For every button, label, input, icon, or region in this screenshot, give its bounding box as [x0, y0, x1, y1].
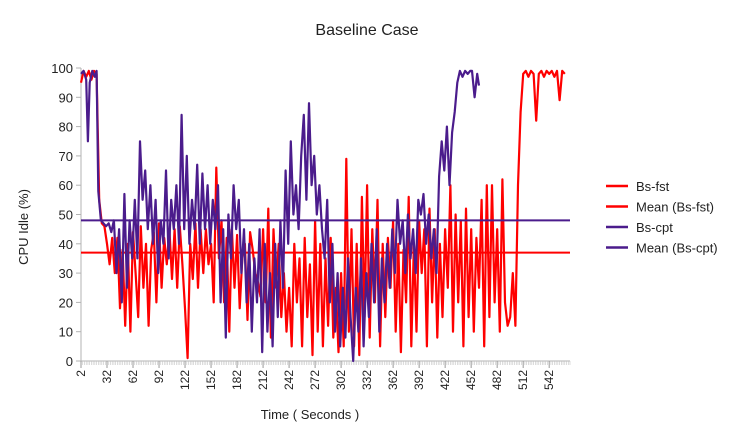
y-tick-label: 60 [59, 178, 73, 193]
x-tick-label: 362 [386, 370, 400, 390]
chart-title: Baseline Case [315, 22, 418, 39]
legend: Bs-fst Mean (Bs-fst) Bs-cpt Mean (Bs-cpt) [606, 179, 718, 256]
x-tick-label: 122 [178, 370, 192, 390]
legend-label: Mean (Bs-cpt) [636, 241, 718, 256]
y-tick-label: 90 [59, 90, 73, 105]
plot-area: 0 10 20 30 40 50 60 70 80 90 100 2 32 62 92 122 152 182 21… [51, 61, 571, 390]
legend-label: Bs-fst [636, 179, 670, 194]
y-tick-label: 20 [59, 295, 73, 310]
x-tick-label: 392 [412, 370, 426, 390]
x-tick-label: 242 [282, 370, 296, 390]
x-axis-label: Time ( Seconds ) [261, 407, 360, 422]
x-tick-label: 272 [308, 370, 322, 390]
y-tick-label: 70 [59, 149, 73, 164]
x-tick-label: 2 [74, 370, 88, 377]
legend-label: Bs-cpt [636, 220, 673, 235]
x-tick-label: 542 [542, 370, 556, 390]
x-tick-label: 422 [438, 370, 452, 390]
x-tick-label: 182 [230, 370, 244, 390]
x-tick-label: 32 [100, 370, 114, 384]
y-tick-label: 100 [51, 61, 73, 76]
x-tick-label: 482 [490, 370, 504, 390]
y-tick-label: 10 [59, 325, 73, 340]
y-tick-label: 30 [59, 266, 73, 281]
series-line-bs-fst [79, 69, 566, 360]
x-tick-label: 152 [204, 370, 218, 390]
legend-label: Mean (Bs-fst) [636, 200, 714, 215]
x-tick-label: 302 [334, 370, 348, 390]
x-tick-label: 92 [152, 370, 166, 384]
y-tick-label: 80 [59, 120, 73, 135]
y-axis-label: CPU Idle (%) [16, 189, 31, 265]
y-tick-label: 40 [59, 237, 73, 252]
x-tick-label: 62 [126, 370, 140, 384]
y-tick-label: 50 [59, 208, 73, 223]
x-tick-label: 332 [360, 370, 374, 390]
series-line-bs-cpt [80, 69, 481, 363]
y-tick-label: 0 [66, 354, 73, 369]
x-tick-label: 212 [256, 370, 270, 390]
x-tick-label: 512 [516, 370, 530, 390]
x-tick-label: 452 [464, 370, 478, 390]
